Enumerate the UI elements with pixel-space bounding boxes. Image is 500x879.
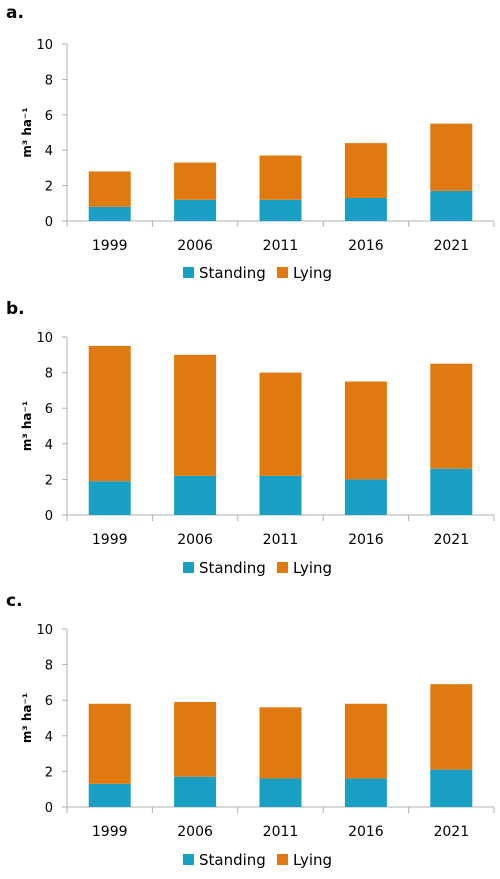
- x-tick-label: 2011: [263, 238, 299, 254]
- x-tick-label: 2006: [177, 238, 213, 254]
- y-tick-label: 10: [36, 331, 53, 346]
- y-tick-label: 4: [45, 730, 53, 745]
- y-tick-label: 4: [45, 438, 53, 453]
- x-tick-label: 2016: [348, 824, 384, 840]
- y-tick-label: 0: [45, 801, 53, 816]
- bar-standing-2016: [344, 479, 387, 515]
- x-tick-label: 2011: [263, 824, 299, 840]
- y-tick-label: 2: [45, 765, 53, 780]
- bar-lying-1999: [88, 345, 131, 482]
- bar-lying-2006: [174, 701, 217, 777]
- y-tick-label: 0: [45, 509, 53, 524]
- y-tick-label: 2: [45, 180, 53, 195]
- bar-lying-2006: [174, 354, 217, 476]
- bar-lying-2016: [344, 703, 387, 779]
- legend-swatch-standing: [183, 267, 194, 278]
- bar-standing-2006: [174, 199, 217, 221]
- x-tick-label: 1999: [92, 532, 128, 548]
- x-tick-label: 2021: [433, 824, 469, 840]
- chart-panel-0: a. 0 2 4 6 8 10 m³ ha⁻¹ 1999 2006 2011 2016 2021 Stan…: [6, 3, 495, 282]
- y-axis-label: m³ ha⁻¹: [20, 107, 34, 157]
- bar-standing-2006: [174, 776, 217, 807]
- bar-lying-2011: [259, 372, 302, 476]
- legend-swatch-standing: [183, 562, 194, 573]
- y-tick-label: 6: [45, 109, 53, 124]
- legend-label-lying: Lying: [293, 559, 332, 577]
- x-tick-label: 1999: [92, 824, 128, 840]
- legend-label-standing: Standing: [199, 851, 266, 869]
- chart-panel-1: b. 0 2 4 6 8 10 m³ ha⁻¹ 1999 2006 2011 2016 2021 Stan…: [6, 299, 495, 577]
- bar-standing-2021: [430, 769, 473, 807]
- panel-letter: c.: [6, 591, 23, 611]
- y-tick-label: 2: [45, 473, 53, 488]
- bar-lying-2011: [259, 155, 302, 200]
- bar-standing-2011: [259, 778, 302, 807]
- legend-swatch-lying: [277, 267, 288, 278]
- bar-lying-1999: [88, 171, 131, 207]
- y-axis-label: m³ ha⁻¹: [20, 401, 34, 451]
- legend-swatch-lying: [277, 854, 288, 865]
- bar-lying-2021: [430, 684, 473, 770]
- bar-lying-1999: [88, 703, 131, 784]
- y-tick-label: 6: [45, 402, 53, 417]
- x-tick-label: 2016: [348, 532, 384, 548]
- y-tick-label: 8: [45, 73, 53, 88]
- legend-label-standing: Standing: [199, 559, 266, 577]
- x-tick-label: 2011: [263, 532, 299, 548]
- y-tick-label: 10: [36, 38, 53, 53]
- panel-letter: a.: [6, 3, 24, 23]
- x-tick-label: 2006: [177, 824, 213, 840]
- bar-standing-2016: [344, 197, 387, 221]
- y-tick-label: 8: [45, 659, 53, 674]
- bar-standing-2021: [430, 468, 473, 515]
- bar-standing-2006: [174, 475, 217, 515]
- legend-swatch-lying: [277, 562, 288, 573]
- panel-letter: b.: [6, 299, 25, 319]
- x-tick-label: 1999: [92, 238, 128, 254]
- y-tick-label: 4: [45, 144, 53, 159]
- x-tick-label: 2021: [433, 532, 469, 548]
- bar-lying-2011: [259, 707, 302, 779]
- bar-lying-2016: [344, 381, 387, 480]
- x-tick-label: 2016: [348, 238, 384, 254]
- bar-lying-2016: [344, 143, 387, 198]
- bar-standing-1999: [88, 481, 131, 515]
- bar-lying-2006: [174, 162, 217, 200]
- bar-standing-1999: [88, 206, 131, 221]
- bar-standing-2021: [430, 190, 473, 221]
- x-tick-label: 2006: [177, 532, 213, 548]
- bar-standing-2011: [259, 199, 302, 221]
- legend-swatch-standing: [183, 854, 194, 865]
- bar-lying-2021: [430, 363, 473, 469]
- legend-label-standing: Standing: [199, 264, 266, 282]
- y-tick-label: 8: [45, 367, 53, 382]
- y-axis-label: m³ ha⁻¹: [20, 693, 34, 743]
- y-tick-label: 0: [45, 215, 53, 230]
- bar-lying-2021: [430, 123, 473, 191]
- bar-standing-2011: [259, 475, 302, 515]
- bar-standing-2016: [344, 778, 387, 807]
- legend-label-lying: Lying: [293, 264, 332, 282]
- chart-panel-2: c. 0 2 4 6 8 10 m³ ha⁻¹ 1999 2006 2011 2016 2021 Stan…: [6, 591, 495, 869]
- legend-label-lying: Lying: [293, 851, 332, 869]
- x-tick-label: 2021: [433, 238, 469, 254]
- y-tick-label: 10: [36, 623, 53, 638]
- bar-standing-1999: [88, 783, 131, 807]
- y-tick-label: 6: [45, 694, 53, 709]
